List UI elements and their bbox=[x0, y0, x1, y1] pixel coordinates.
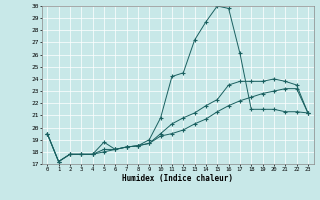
X-axis label: Humidex (Indice chaleur): Humidex (Indice chaleur) bbox=[122, 174, 233, 183]
